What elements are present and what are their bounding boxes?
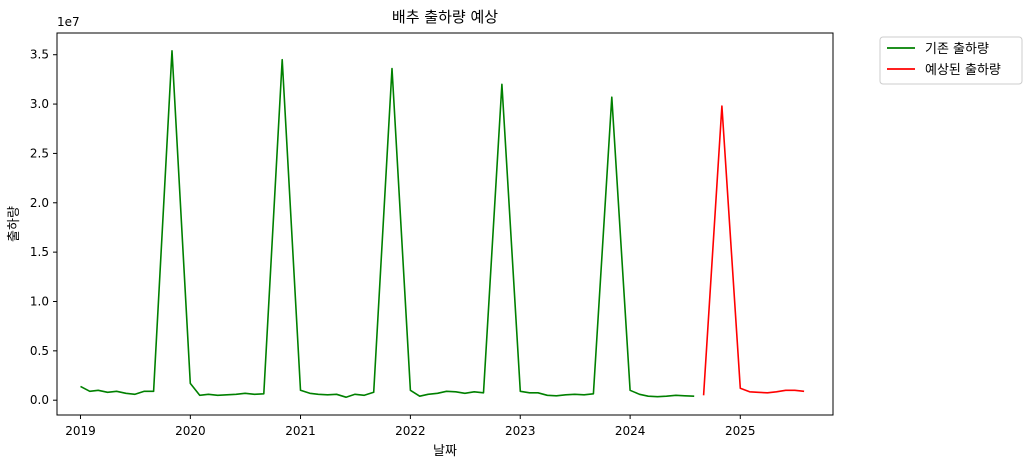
x-tick-label: 2025 — [725, 424, 756, 438]
x-tick-label: 2024 — [615, 424, 646, 438]
x-tick-label: 2020 — [175, 424, 206, 438]
x-tick-label: 2019 — [65, 424, 96, 438]
y-tick-label: 3.5 — [30, 48, 49, 62]
y-offset-label: 1e7 — [57, 15, 80, 29]
legend-label-0: 기존 출하량 — [925, 42, 989, 57]
series-line-0 — [80, 49, 695, 399]
legend-label-1: 예상된 출하량 — [925, 63, 1001, 78]
y-tick-label: 0.5 — [30, 344, 49, 358]
y-tick-label: 0.0 — [30, 393, 49, 407]
y-axis: 0.0 0.5 1.0 1.5 2.0 2.5 3.0 3.5 — [30, 48, 57, 407]
series-line-1 — [702, 105, 805, 396]
x-axis-title: 날짜 — [433, 444, 457, 459]
y-tick-label: 3.0 — [30, 97, 49, 111]
y-axis-title: 출하량 — [7, 206, 22, 242]
x-tick-label: 2023 — [505, 424, 536, 438]
plot-area — [56, 32, 834, 416]
y-tick-label: 1.0 — [30, 294, 49, 308]
y-tick-label: 2.0 — [30, 196, 49, 210]
legend-box — [879, 36, 1023, 85]
x-tick-label: 2022 — [395, 424, 426, 438]
x-axis: 2019 2020 2021 2022 2023 2024 2025 — [65, 415, 756, 438]
y-tick-label: 2.5 — [30, 146, 49, 160]
x-tick-label: 2021 — [285, 424, 316, 438]
y-tick-label: 1.5 — [30, 245, 49, 259]
chart-title: 배추 출하량 예상 — [392, 8, 498, 26]
series-lines — [80, 49, 805, 399]
